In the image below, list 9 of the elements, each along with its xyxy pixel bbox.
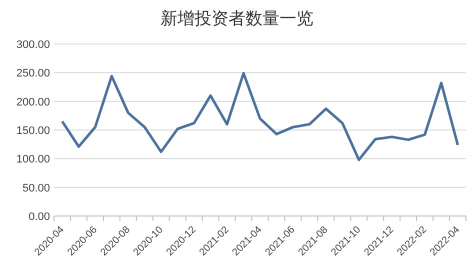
y-tick-label: 50.00 xyxy=(22,182,50,194)
y-tick-label: 200.00 xyxy=(16,96,50,108)
y-tick-label: 150.00 xyxy=(16,125,50,137)
line-series xyxy=(60,72,460,162)
y-tick-label: 250.00 xyxy=(16,68,50,80)
y-tick-label: 0.00 xyxy=(28,211,50,223)
y-tick-label: 300.00 xyxy=(16,39,50,51)
y-tick-label: 100.00 xyxy=(16,154,50,166)
chart-title: 新增投资者数量一览 xyxy=(160,9,314,28)
